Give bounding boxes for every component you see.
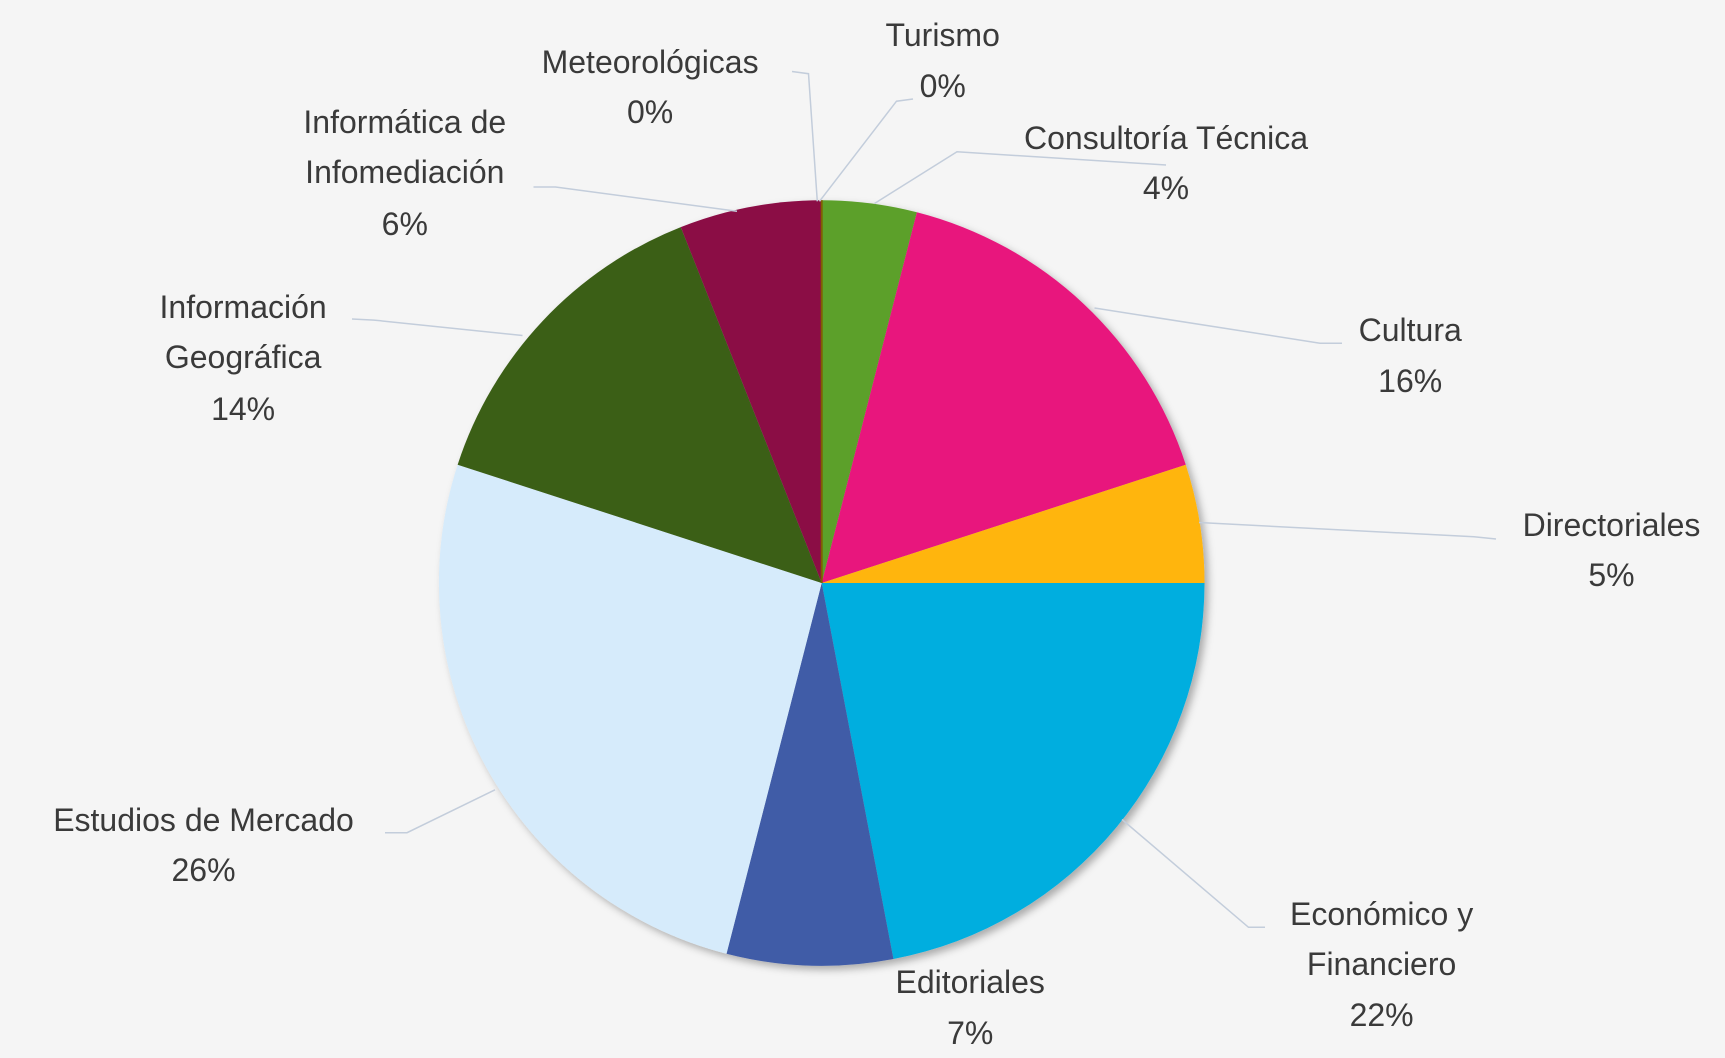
leader-lines	[351, 70, 1497, 929]
pie-slice	[821, 464, 1205, 583]
value-label: 6%	[381, 206, 428, 243]
value-label: 5%	[1588, 557, 1635, 594]
category-label: Turismo	[885, 17, 1000, 54]
category-label: Estudios de Mercado	[53, 801, 354, 838]
value-label: 14%	[211, 391, 276, 428]
pie-slice	[821, 212, 1186, 583]
value-label: 0%	[919, 67, 966, 104]
leader-line	[385, 789, 496, 834]
value-label: 7%	[947, 1014, 994, 1051]
pie-slice	[726, 583, 894, 966]
pie-slice	[457, 227, 822, 584]
leader-line	[818, 98, 914, 202]
value-label: 22%	[1349, 997, 1414, 1034]
category-label: Directoriales	[1522, 506, 1701, 543]
leader-line	[874, 151, 1167, 205]
value-label: 0%	[626, 94, 674, 131]
leader-line	[351, 318, 523, 337]
leader-line	[533, 186, 738, 212]
category-label: Consultoría Técnica	[1024, 119, 1308, 156]
category-label: Meteorológicas	[541, 43, 759, 80]
value-label: 26%	[171, 852, 236, 889]
value-label: 16%	[1378, 362, 1443, 399]
leader-line	[1121, 818, 1265, 929]
leader-line	[1094, 307, 1342, 344]
pie-slice	[438, 464, 822, 954]
category-label: Económico y Financiero	[1290, 896, 1474, 983]
pie-slice	[680, 200, 822, 583]
pie-slice	[821, 583, 1205, 960]
pie-slice	[821, 200, 917, 583]
leader-line	[791, 70, 819, 202]
category-label: Editoriales	[895, 964, 1045, 1001]
category-label: Cultura	[1358, 312, 1462, 348]
category-label: Informática de Infomediación	[303, 104, 507, 191]
pie	[438, 200, 1205, 966]
value-label: 4%	[1142, 170, 1190, 207]
leader-line	[1198, 521, 1497, 540]
category-label: Información Geográfica	[159, 288, 327, 375]
